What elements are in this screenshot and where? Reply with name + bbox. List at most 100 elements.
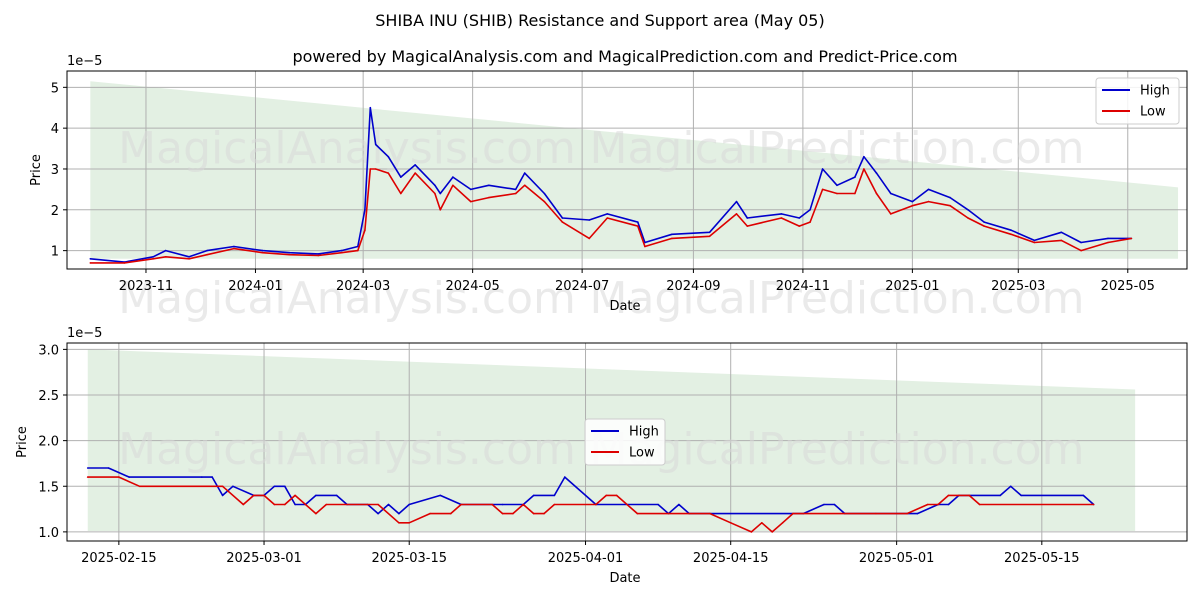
data-point-low [761, 522, 763, 524]
data-point-high [335, 494, 338, 497]
data-point-high [188, 255, 190, 258]
data-point-low [315, 512, 317, 515]
data-point-low [821, 188, 824, 191]
data-point-low [746, 225, 749, 227]
x-tick-label: 2024-07 [555, 279, 609, 294]
data-point-low [340, 251, 343, 254]
data-point-low [890, 213, 892, 215]
data-point-low [606, 217, 609, 219]
data-point-high [164, 249, 167, 252]
data-point-high [501, 503, 504, 506]
data-point-high [561, 217, 564, 219]
plot-frame [66, 342, 1188, 542]
data-point-low [164, 255, 167, 258]
data-point-low [709, 512, 711, 515]
y-tick-label: 3 [51, 163, 59, 178]
data-point-low [1080, 249, 1082, 252]
y-tick-label: 2.5 [38, 389, 59, 404]
data-point-high [780, 213, 783, 215]
data-point-high [374, 143, 377, 146]
x-tick-label: 2024-11 [776, 279, 830, 294]
x-tick-label: 2025-05-01 [859, 551, 935, 566]
legend-label-high: High [1140, 84, 1170, 99]
watermark-right: MagicalPrediction.com [590, 424, 1085, 475]
data-point-high [983, 221, 985, 223]
x-tick-label: 2025-05-15 [1004, 551, 1080, 566]
data-point-high [523, 172, 526, 174]
data-point-low [452, 184, 454, 187]
data-point-high [1082, 494, 1085, 497]
data-point-low [836, 192, 838, 195]
x-tick-label: 2025-01 [885, 279, 939, 294]
data-point-high [532, 494, 535, 497]
data-point-low [798, 225, 801, 227]
data-point-high [369, 106, 372, 109]
data-point-low [636, 512, 639, 515]
y-scale-label: 1e−5 [67, 326, 102, 341]
data-point-high [1033, 239, 1036, 242]
data-point-high [452, 176, 454, 178]
data-point-low [708, 235, 711, 238]
data-point-low [188, 258, 190, 260]
data-point-high [398, 512, 400, 515]
data-point-high [588, 219, 591, 221]
data-point-low [261, 251, 264, 254]
data-point-low [89, 262, 92, 264]
data-point-low [377, 503, 379, 506]
data-point-high [916, 512, 919, 515]
data-point-low [937, 503, 939, 506]
x-tick-label: 2025-03-01 [226, 551, 302, 566]
data-point-low [553, 503, 556, 506]
data-point-high [439, 192, 442, 195]
y-axis-label: Price [15, 426, 30, 458]
data-point-low [449, 512, 452, 515]
data-point-high [89, 258, 92, 260]
y-tick-label: 1.0 [38, 526, 59, 541]
x-tick-label: 2025-02-15 [81, 551, 157, 566]
data-point-low [1130, 237, 1133, 240]
legend-label-low: Low [629, 446, 655, 461]
data-point-high [340, 249, 343, 252]
data-point-low [263, 494, 265, 497]
data-point-low [1010, 233, 1012, 236]
data-point-high [949, 196, 951, 199]
data-point-high [606, 213, 609, 215]
data-point-high [514, 188, 517, 191]
data-point-low [532, 512, 535, 515]
x-tick-label: 2025-04-15 [693, 551, 769, 566]
data-point-high [434, 184, 436, 187]
data-point-high [400, 176, 402, 178]
data-point-low [671, 237, 673, 240]
plot-frame [66, 70, 1188, 270]
data-point-high [863, 155, 865, 158]
data-point-low [514, 192, 517, 195]
data-point-low [284, 503, 286, 506]
data-point-high [637, 221, 639, 223]
data-point-low [949, 204, 951, 207]
data-point-low [488, 196, 490, 199]
data-point-low [206, 253, 208, 256]
data-point-high [875, 172, 878, 174]
x-tick-label: 2023-11 [119, 279, 173, 294]
legend-label-high: High [629, 425, 659, 440]
data-point-low [138, 485, 141, 488]
data-point-low [644, 245, 646, 248]
data-point-high [315, 494, 317, 497]
data-point-high [947, 503, 950, 506]
data-point-low [750, 531, 753, 533]
data-point-low [735, 213, 738, 215]
watermark-left: MagicalAnalysis.com [118, 273, 576, 324]
x-axis-label: Date [609, 299, 640, 314]
data-point-low [911, 204, 914, 207]
data-point-high [564, 476, 566, 478]
data-point-low [1107, 241, 1109, 244]
data-point-low [1092, 503, 1095, 506]
data-point-high [854, 176, 856, 178]
data-point-low [561, 221, 564, 223]
data-point-high [833, 503, 836, 506]
data-point-high [488, 184, 490, 187]
data-point-low [875, 192, 878, 195]
y-tick-label: 2.0 [38, 435, 59, 450]
watermark-right: MagicalPrediction.com [590, 273, 1085, 324]
data-point-high [377, 512, 379, 515]
